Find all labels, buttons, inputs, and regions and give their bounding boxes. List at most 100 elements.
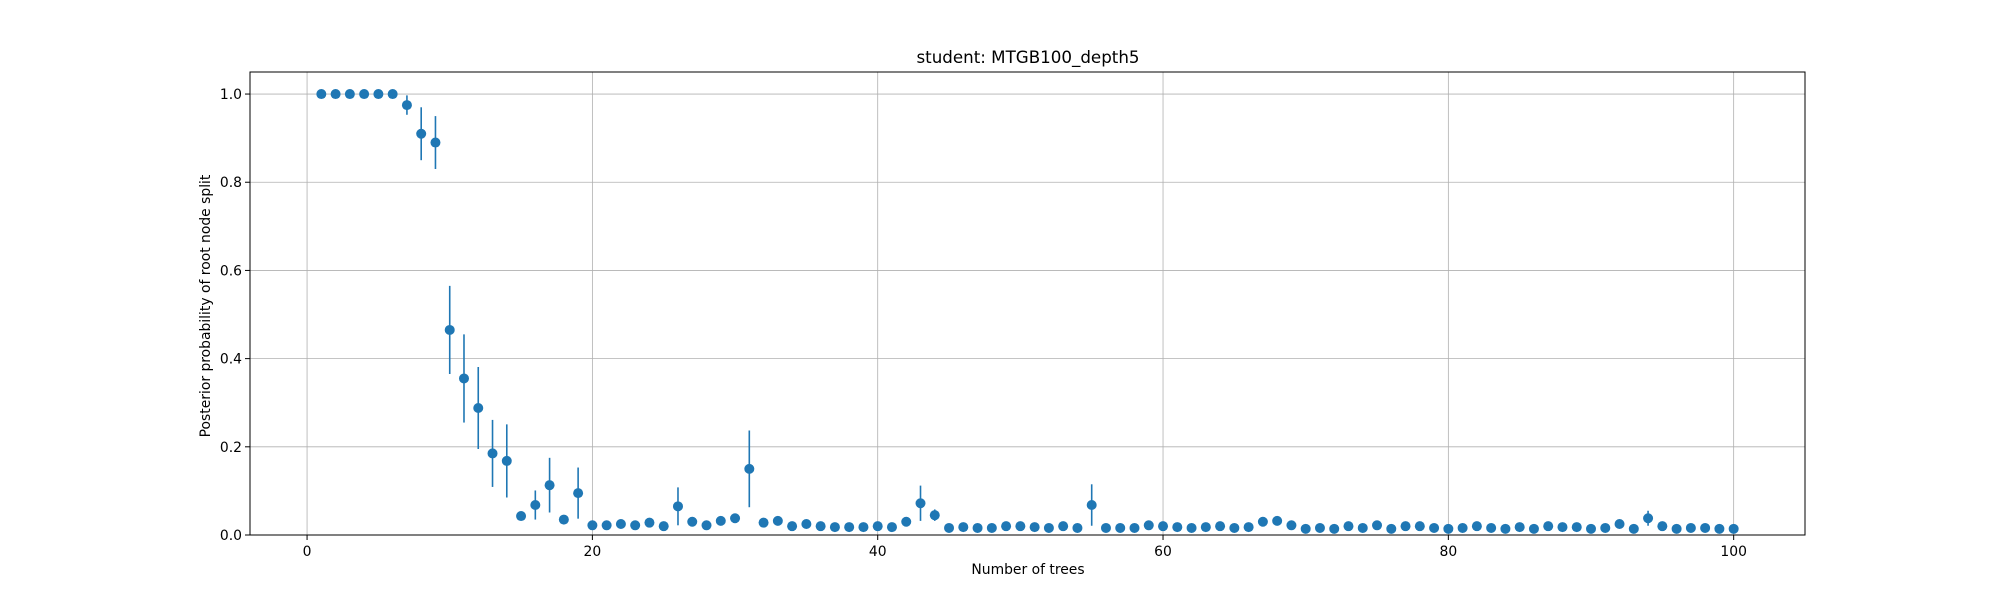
data-point (829, 522, 840, 533)
data-point (730, 513, 741, 524)
plot-frame (249, 71, 1806, 536)
data-point (872, 521, 883, 532)
y-tick-label: 0.4 (220, 352, 242, 368)
x-tick-label: 80 (1440, 544, 1458, 560)
data-point (544, 480, 555, 491)
y-tick-label: 0.8 (220, 175, 242, 191)
data-point (1100, 522, 1111, 533)
data-point (1414, 521, 1425, 532)
data-point (1643, 513, 1654, 524)
data-point (1215, 521, 1226, 532)
data-point (330, 89, 341, 100)
data-point (715, 515, 726, 526)
data-point (1471, 521, 1482, 532)
y-tick-label: 1.0 (220, 87, 242, 103)
data-point (1200, 522, 1211, 533)
data-point (1443, 523, 1454, 534)
data-point (1685, 522, 1696, 533)
data-point (1272, 515, 1283, 526)
data-point (558, 514, 569, 525)
data-point (1500, 523, 1511, 534)
data-point (1586, 523, 1597, 534)
data-point (701, 520, 712, 531)
data-point (1343, 521, 1354, 532)
data-point (1700, 522, 1711, 533)
data-point (886, 522, 897, 533)
data-point (1115, 522, 1126, 533)
data-point (1072, 522, 1083, 533)
y-tick-label: 0.2 (220, 440, 242, 456)
data-point (901, 516, 912, 527)
data-point (1229, 522, 1240, 533)
data-point (1186, 522, 1197, 533)
data-point (672, 501, 683, 512)
data-point (644, 517, 655, 528)
axis-ticks: 0 20 40 60 80 100 0.0 0.2 0.4 0.6 0.8 1.0 (220, 87, 1747, 560)
data-point (658, 521, 669, 532)
y-tick-label: 0.0 (220, 528, 242, 544)
data-point (416, 128, 427, 139)
data-point (387, 89, 398, 100)
data-point (915, 498, 926, 509)
x-axis-label: Number of trees (971, 562, 1084, 578)
data-point (1400, 521, 1411, 532)
y-tick-label: 0.6 (220, 263, 242, 279)
data-point (1486, 522, 1497, 533)
data-point (615, 518, 626, 529)
data-point (801, 518, 812, 529)
data-point (972, 522, 983, 533)
data-point (601, 520, 612, 531)
data-point (1314, 522, 1325, 533)
data-point (1372, 520, 1383, 531)
data-point (1457, 522, 1468, 533)
data-point (1058, 521, 1069, 532)
data-point (430, 137, 441, 148)
data-point (359, 89, 370, 100)
data-point (1528, 523, 1539, 534)
data-point (316, 89, 327, 100)
data-point (1614, 518, 1625, 529)
data-point (1657, 521, 1668, 532)
data-point (958, 522, 969, 533)
data-point (344, 89, 355, 100)
data-point (1514, 522, 1525, 533)
data-point (1086, 500, 1097, 511)
data-point (844, 522, 855, 533)
data-point (373, 89, 384, 100)
x-tick-label: 0 (303, 544, 312, 560)
data-point (744, 463, 755, 474)
x-tick-label: 100 (1720, 544, 1747, 560)
data-point (401, 100, 412, 111)
data-point (444, 324, 455, 335)
data-point (1043, 522, 1054, 533)
data-point (758, 517, 769, 528)
data-point (1158, 521, 1169, 532)
data-point (1571, 522, 1582, 533)
data-point (1329, 523, 1340, 534)
data-point (1357, 522, 1368, 533)
data-point (1628, 523, 1639, 534)
data-point (929, 510, 940, 521)
x-tick-label: 40 (869, 544, 887, 560)
data-point (1257, 516, 1268, 527)
data-point (1243, 522, 1254, 533)
data-point (1557, 522, 1568, 533)
y-axis-label: Posterior probability of root node split (198, 174, 214, 437)
data-point (1129, 522, 1140, 533)
data-point (772, 515, 783, 526)
data-point (516, 511, 527, 522)
x-tick-label: 20 (584, 544, 602, 560)
data-point (858, 522, 869, 533)
chart-title: student: MTGB100_depth5 (916, 47, 1139, 68)
data-point (573, 488, 584, 499)
data-point (1286, 520, 1297, 531)
data-point (815, 521, 826, 532)
data-point (487, 448, 498, 459)
data-point (1714, 523, 1725, 534)
data-point (473, 403, 484, 414)
data-point (630, 520, 641, 531)
data-point (530, 500, 541, 511)
data-point (687, 516, 698, 527)
data-point (1172, 522, 1183, 533)
data-point (1143, 520, 1154, 531)
